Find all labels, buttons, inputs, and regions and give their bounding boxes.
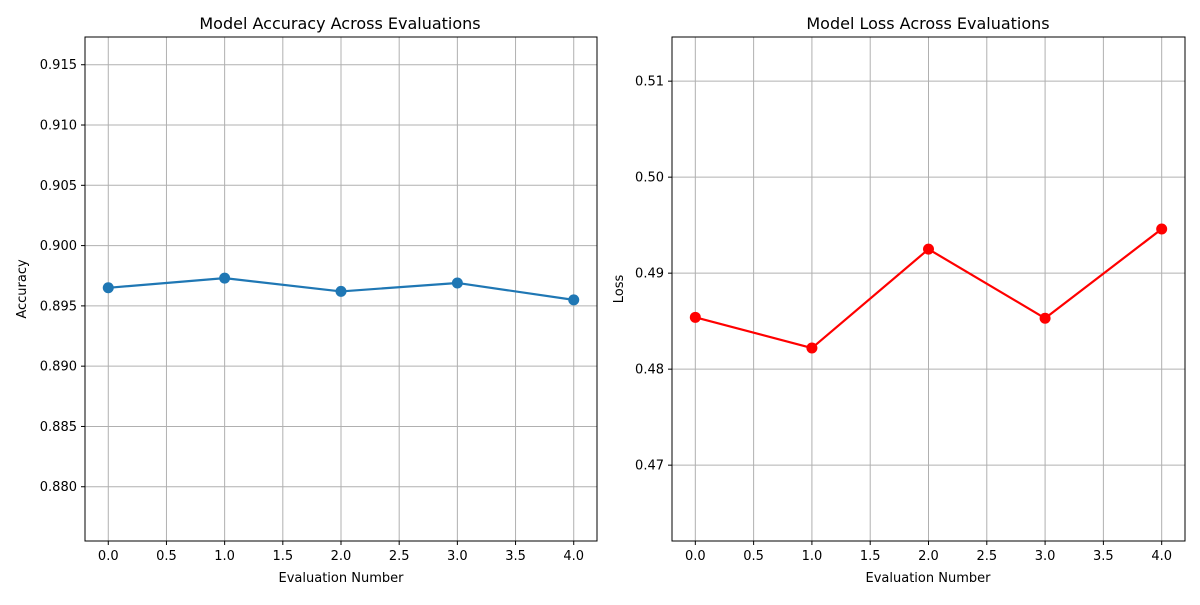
accuracy-x-ticks: 0.0 0.5 1.0 1.5 2.0 2.5 3.0 3.5 4.0 — [98, 541, 584, 564]
accuracy-y-tick-label: 0.885 — [40, 420, 77, 435]
loss-x-tick-label: 2.0 — [918, 549, 939, 564]
accuracy-chart-title: Model Accuracy Across Evaluations — [199, 14, 480, 33]
accuracy-data-point — [335, 285, 347, 297]
accuracy-y-tick-label: 0.905 — [40, 179, 77, 194]
accuracy-data-point — [102, 282, 114, 294]
loss-x-tick-label: 0.0 — [685, 549, 706, 564]
loss-x-axis-label: Evaluation Number — [866, 571, 992, 586]
accuracy-x-tick-label: 1.5 — [272, 549, 293, 564]
loss-series — [689, 223, 1168, 354]
accuracy-x-tick-label: 0.5 — [156, 549, 177, 564]
accuracy-x-tick-label: 2.0 — [331, 549, 352, 564]
accuracy-x-tick-label: 4.0 — [563, 549, 584, 564]
accuracy-y-tick-label: 0.910 — [40, 119, 77, 134]
loss-x-tick-label: 3.0 — [1035, 549, 1056, 564]
loss-data-point — [806, 342, 818, 354]
loss-y-tick-label: 0.49 — [635, 267, 664, 282]
loss-y-tick-label: 0.47 — [635, 459, 664, 474]
loss-x-tick-label: 1.5 — [860, 549, 881, 564]
accuracy-axes-frame — [84, 36, 598, 542]
loss-data-point — [923, 243, 934, 255]
accuracy-y-tick-label: 0.895 — [40, 299, 77, 314]
loss-x-tick-label: 4.0 — [1151, 549, 1172, 564]
loss-grid — [672, 37, 1185, 541]
accuracy-x-tick-label: 3.0 — [447, 549, 468, 564]
loss-x-tick-label: 3.5 — [1093, 549, 1114, 564]
accuracy-x-tick-label: 3.5 — [505, 549, 526, 564]
accuracy-y-axis-label: Accuracy — [15, 259, 30, 319]
loss-y-tick-label: 0.48 — [635, 363, 664, 378]
accuracy-x-tick-label: 0.0 — [98, 549, 119, 564]
accuracy-y-tick-label: 0.900 — [40, 239, 77, 254]
loss-y-axis-label: Loss — [612, 275, 627, 304]
loss-y-ticks: 0.47 0.48 0.49 0.50 0.51 — [635, 75, 672, 474]
loss-axes-frame — [671, 36, 1186, 542]
accuracy-x-axis-label: Evaluation Number — [279, 571, 405, 586]
accuracy-grid — [85, 37, 597, 541]
accuracy-x-tick-label: 1.0 — [214, 549, 235, 564]
loss-x-tick-label: 1.0 — [802, 549, 823, 564]
accuracy-data-point — [451, 277, 463, 289]
accuracy-chart: Model Accuracy Across Evaluations 0.0 0.5… — [15, 14, 598, 586]
accuracy-data-point — [219, 272, 231, 284]
loss-data-point — [1156, 223, 1168, 235]
loss-chart-title: Model Loss Across Evaluations — [806, 14, 1049, 33]
loss-y-tick-label: 0.51 — [635, 75, 664, 90]
accuracy-y-ticks: 0.880 0.885 0.890 0.895 0.900 0.905 0.910 0.915 — [40, 58, 85, 495]
loss-x-tick-label: 0.5 — [743, 549, 764, 564]
loss-data-point — [1039, 312, 1051, 324]
accuracy-y-tick-label: 0.880 — [40, 480, 77, 495]
accuracy-y-tick-label: 0.890 — [40, 360, 77, 375]
loss-data-point — [689, 311, 701, 323]
loss-x-tick-label: 2.5 — [976, 549, 997, 564]
loss-chart: Model Loss Across Evaluations 0.0 0.5 1.0 1… — [612, 14, 1186, 586]
accuracy-series — [102, 272, 580, 306]
accuracy-y-tick-label: 0.915 — [40, 58, 77, 73]
accuracy-x-tick-label: 2.5 — [389, 549, 410, 564]
accuracy-data-point — [568, 294, 580, 306]
loss-x-ticks: 0.0 0.5 1.0 1.5 2.0 2.5 3.0 3.5 4.0 — [685, 541, 1172, 564]
loss-y-tick-label: 0.50 — [635, 171, 664, 186]
